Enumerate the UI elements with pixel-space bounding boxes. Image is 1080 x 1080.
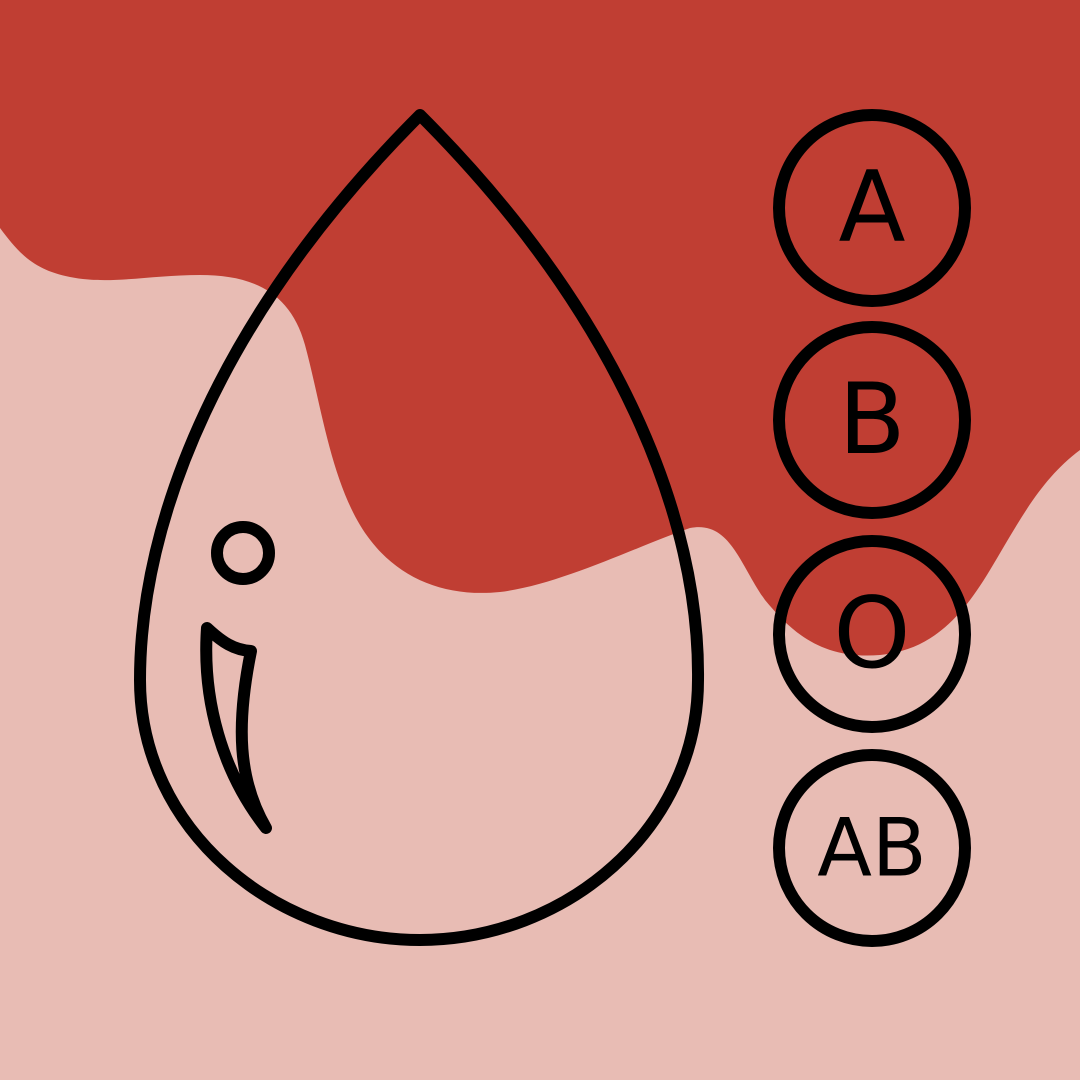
blood-type-badges — [773, 109, 971, 947]
blood-type-a-label: A — [838, 151, 905, 265]
drop-highlight-streak — [200, 622, 272, 834]
blood-type-a-icon — [773, 109, 971, 307]
blood-type-o-icon — [773, 535, 971, 733]
blood-type-ab-label: AB — [817, 802, 927, 895]
blood-type-b-icon — [773, 321, 971, 519]
blood-type-b-label: B — [838, 363, 905, 477]
blood-type-o-label: O — [833, 577, 910, 691]
blood-type-ab-icon — [773, 749, 971, 947]
drop-highlight-dot — [211, 521, 275, 585]
drop-outline — [134, 109, 705, 946]
blood-drop-icon — [134, 109, 705, 946]
